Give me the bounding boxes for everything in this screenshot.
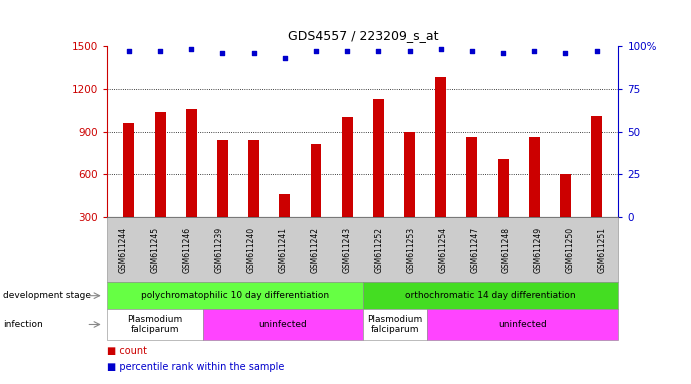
Bar [279,194,290,217]
Point [279,55,290,61]
Point [124,48,135,54]
Text: ■ percentile rank within the sample: ■ percentile rank within the sample [107,362,285,372]
Text: ■ count: ■ count [107,346,147,356]
Bar [560,174,571,217]
Bar [498,159,509,217]
Bar [404,131,415,217]
Point [560,50,571,56]
Text: GSM611247: GSM611247 [470,227,479,273]
Point [591,48,602,54]
Text: GSM611248: GSM611248 [502,227,511,273]
Title: GDS4557 / 223209_s_at: GDS4557 / 223209_s_at [287,29,438,42]
Bar [435,78,446,217]
Text: infection: infection [3,320,44,329]
Bar [155,112,166,217]
Text: GSM611244: GSM611244 [119,227,128,273]
Text: GSM611242: GSM611242 [310,227,319,273]
Text: GSM611250: GSM611250 [566,227,575,273]
Bar [373,99,384,217]
Bar [342,117,352,217]
Text: GSM611243: GSM611243 [342,227,351,273]
Bar [529,137,540,217]
Point [466,48,477,54]
Point [341,48,352,54]
Text: GSM611252: GSM611252 [375,227,384,273]
Point [435,46,446,53]
Text: GSM611239: GSM611239 [214,227,223,273]
Text: GSM611246: GSM611246 [182,227,191,273]
Text: GSM611241: GSM611241 [278,227,287,273]
Bar [591,116,602,217]
Text: uninfected: uninfected [258,320,307,329]
Text: GSM611249: GSM611249 [534,227,543,273]
Point [186,46,197,53]
Point [217,50,228,56]
Text: GSM611240: GSM611240 [247,227,256,273]
Bar [217,140,228,217]
Point [373,48,384,54]
Bar [310,144,321,217]
Text: uninfected: uninfected [498,320,547,329]
Text: GSM611254: GSM611254 [438,227,447,273]
Bar [124,123,134,217]
Point [155,48,166,54]
Text: GSM611245: GSM611245 [151,227,160,273]
Text: GSM611253: GSM611253 [406,227,415,273]
Point [248,50,259,56]
Text: orthochromatic 14 day differentiation: orthochromatic 14 day differentiation [406,291,576,300]
Bar [186,109,197,217]
Point [310,48,321,54]
Bar [248,140,259,217]
Point [404,48,415,54]
Text: Plasmodium
falciparum: Plasmodium falciparum [367,315,422,334]
Text: GSM611251: GSM611251 [598,227,607,273]
Text: Plasmodium
falciparum: Plasmodium falciparum [127,315,182,334]
Bar [466,137,477,217]
Point [529,48,540,54]
Point [498,50,509,56]
Text: development stage: development stage [3,291,91,300]
Text: polychromatophilic 10 day differentiation: polychromatophilic 10 day differentiatio… [141,291,329,300]
